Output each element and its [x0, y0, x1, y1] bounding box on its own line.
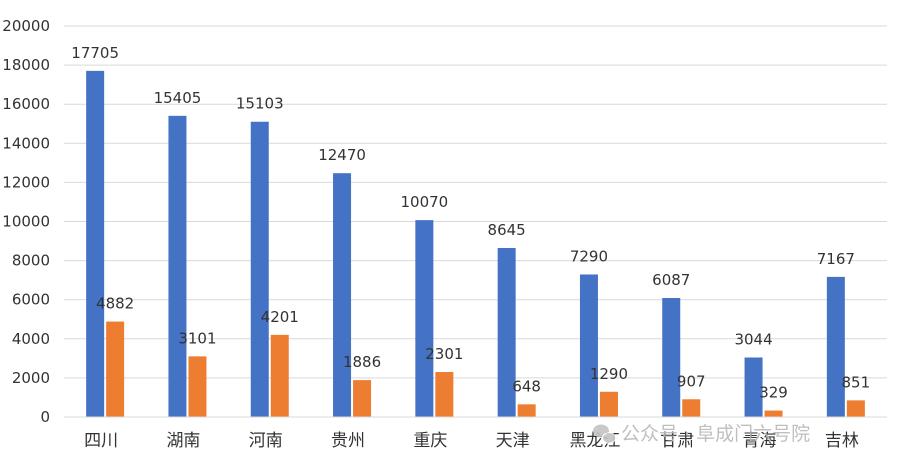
wechat-icon: [593, 424, 616, 444]
x-tick-label: 河南: [249, 431, 283, 451]
y-tick-label: 10000: [2, 213, 50, 231]
data-label: 3044: [734, 330, 772, 348]
bar-series-2-1: [106, 321, 125, 417]
y-tick-label: 2000: [12, 369, 50, 387]
bar-series-2-6: [517, 404, 536, 417]
watermark: 公众号 · 阜成门六号院: [593, 423, 810, 445]
data-label: 15405: [154, 89, 202, 107]
bar-series-1-2: [168, 115, 187, 418]
x-tick-label: 贵州: [331, 431, 365, 451]
bar-series-2-9: [764, 410, 783, 417]
bar-series-2-5: [435, 372, 454, 417]
data-label: 2301: [425, 345, 463, 363]
bar-series-2-4: [353, 380, 372, 417]
data-label: 648: [512, 377, 541, 395]
bar-series-1-9: [744, 357, 763, 417]
data-label: 15103: [236, 95, 284, 113]
y-tick-label: 12000: [2, 173, 50, 191]
data-label: 851: [842, 373, 871, 391]
x-tick-label: 吉林: [825, 431, 859, 451]
bar-series-1-4: [333, 173, 352, 417]
data-label: 1290: [590, 365, 628, 383]
x-axis: 四川 湖南 河南 贵州 重庆 天津 黑龙江 甘肃 青海 吉林: [64, 416, 887, 451]
watermark-text: 公众号 · 阜成门六号院: [621, 423, 810, 445]
y-tick-label: 20000: [2, 17, 50, 35]
bar-series-1-6: [497, 247, 516, 417]
y-tick-label: 8000: [12, 252, 50, 270]
bar-series-1-8: [662, 297, 681, 417]
data-label: 4882: [96, 295, 134, 313]
bar-series-1-1: [86, 70, 105, 417]
data-label: 3101: [178, 329, 216, 347]
data-label: 6087: [652, 271, 690, 289]
bar-series-1-3: [250, 121, 269, 417]
data-label: 12470: [318, 146, 366, 164]
gridlines: [64, 25, 887, 379]
x-tick-label: 湖南: [166, 431, 200, 451]
x-tick-label: 青海: [743, 431, 777, 451]
y-axis: 0 2000 4000 6000 8000 10000 12000 14000 16000 180…: [2, 17, 50, 426]
y-tick-label: 16000: [2, 95, 50, 113]
bar-series-1-10: [826, 276, 845, 417]
bar-series-2-7: [599, 391, 618, 417]
x-tick-label: 甘肃: [660, 431, 694, 451]
x-tick-label: 重庆: [413, 431, 447, 451]
bar-series-2-2: [188, 356, 207, 417]
y-tick-label: 0: [40, 408, 50, 426]
x-tick-label: 天津: [496, 431, 530, 451]
y-tick-label: 4000: [12, 330, 50, 348]
bar-series-1-7: [579, 274, 598, 417]
data-label: 329: [759, 384, 788, 402]
data-label: 4201: [261, 308, 299, 326]
bar-series-1-5: [415, 220, 434, 417]
bar-series-2-10: [846, 400, 865, 417]
data-label: 8645: [488, 221, 526, 239]
data-label: 17705: [71, 44, 119, 62]
data-label: 7167: [817, 250, 855, 268]
bars: [86, 70, 865, 418]
data-labels: 17705 4882 15405 3101 15103 4201 12470 1886 1007…: [71, 44, 870, 402]
y-tick-label: 6000: [12, 291, 50, 309]
data-label: 10070: [400, 193, 448, 211]
bar-series-2-8: [682, 399, 701, 417]
data-label: 1886: [343, 353, 381, 371]
data-label: 7290: [570, 247, 608, 265]
y-tick-label: 18000: [2, 56, 50, 74]
y-tick-label: 14000: [2, 134, 50, 152]
x-tick-label: 四川: [84, 431, 118, 451]
bar-series-2-3: [270, 334, 289, 417]
data-label: 907: [677, 372, 706, 390]
